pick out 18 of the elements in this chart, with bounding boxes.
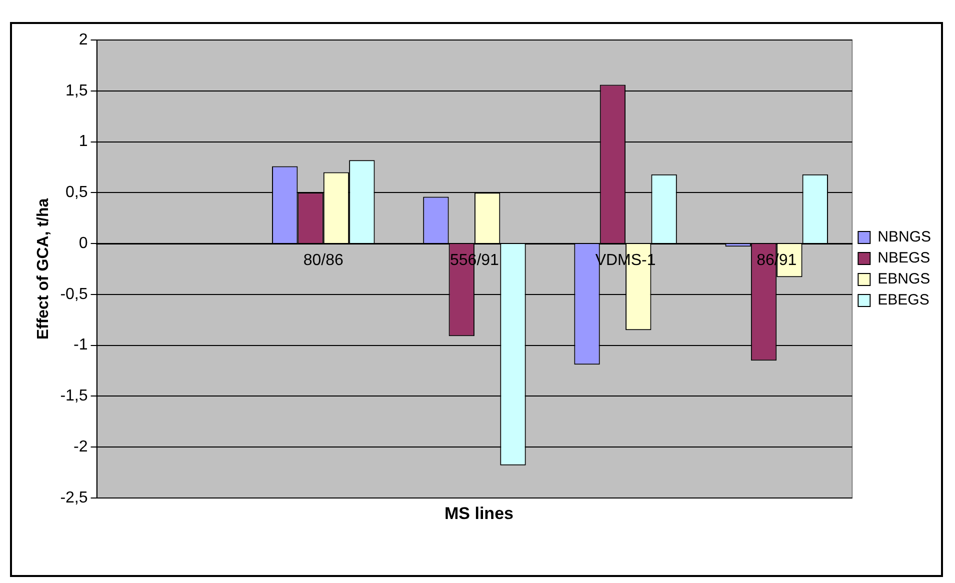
- y-tick-label: 2: [78, 31, 88, 48]
- y-tick-label: -1: [74, 336, 88, 354]
- x-axis-title: MS lines: [444, 504, 514, 524]
- legend-label: EBNGS: [878, 270, 930, 288]
- y-tick-label: -1,5: [60, 388, 88, 405]
- legend-label: EBEGS: [878, 292, 930, 309]
- y-tick-label: 0,5: [66, 184, 88, 202]
- x-tick-label: 86/91: [756, 252, 797, 269]
- y-tick-label: 0: [78, 234, 88, 252]
- y-tick-label: -0,5: [60, 286, 88, 303]
- y-tick-label: 1: [78, 133, 88, 150]
- legend-label: NBEGS: [878, 250, 930, 267]
- legend-label: NBNGS: [878, 228, 931, 246]
- y-tick-label: 1,5: [66, 82, 88, 100]
- y-tick-label: -2,5: [60, 489, 88, 506]
- x-tick-label: 80/86: [303, 252, 344, 269]
- y-tick-label: -2: [74, 438, 88, 456]
- y-axis-title: Effect of GCA, t/ha: [35, 198, 52, 340]
